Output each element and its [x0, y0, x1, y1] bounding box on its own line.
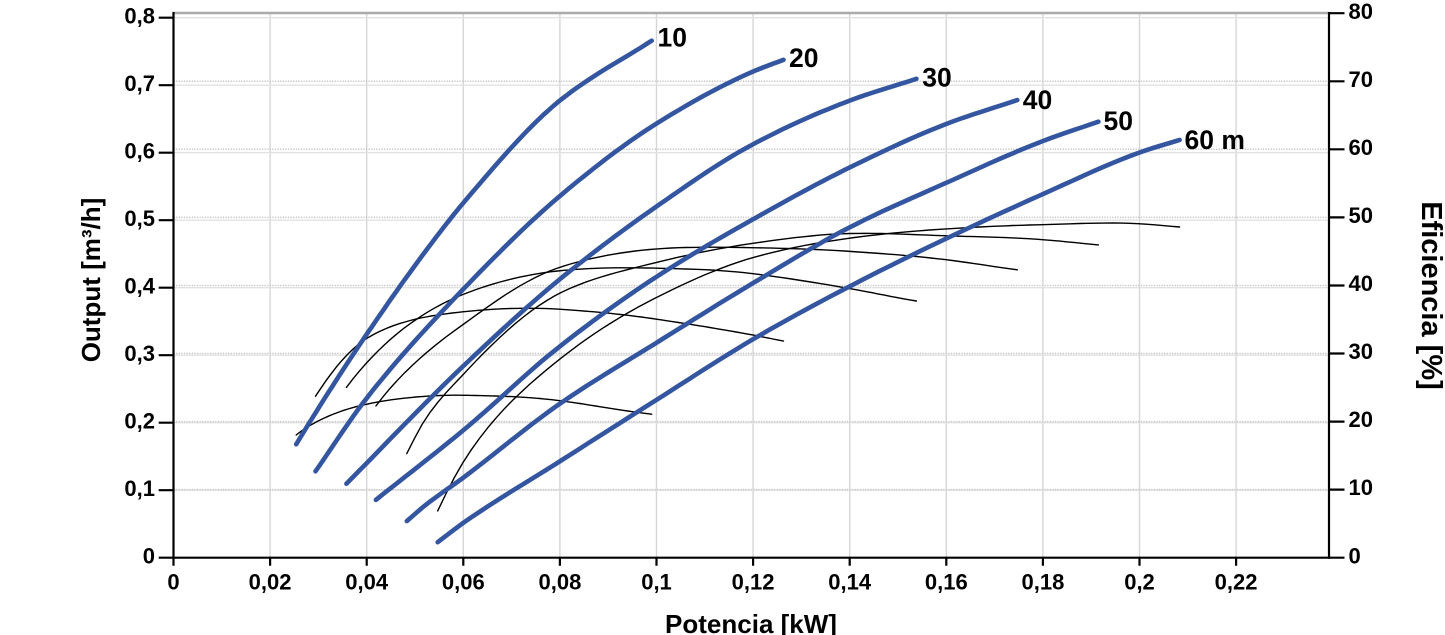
svg-text:0,8: 0,8 [124, 3, 155, 28]
svg-text:0,5: 0,5 [124, 206, 155, 231]
svg-text:Eficiencia [%]: Eficiencia [%] [1415, 201, 1445, 390]
svg-text:20: 20 [1349, 407, 1373, 432]
svg-text:0,3: 0,3 [124, 341, 155, 366]
svg-text:0,08: 0,08 [538, 570, 581, 595]
svg-text:0,1: 0,1 [641, 570, 672, 595]
svg-text:20: 20 [789, 43, 818, 73]
svg-text:10: 10 [1349, 475, 1373, 500]
svg-text:0,04: 0,04 [345, 570, 389, 595]
svg-text:50: 50 [1104, 106, 1133, 136]
svg-text:Output [m³/h]: Output [m³/h] [76, 198, 106, 363]
svg-text:50: 50 [1349, 203, 1373, 228]
svg-text:0: 0 [143, 543, 155, 568]
svg-text:0,6: 0,6 [124, 138, 155, 163]
svg-text:0,2: 0,2 [1124, 570, 1155, 595]
svg-text:60 m: 60 m [1185, 125, 1245, 155]
svg-text:0,4: 0,4 [124, 273, 155, 298]
svg-text:0,1: 0,1 [124, 476, 155, 501]
svg-text:40: 40 [1349, 271, 1373, 296]
svg-text:0,7: 0,7 [124, 71, 155, 96]
svg-text:40: 40 [1023, 85, 1052, 115]
svg-text:0: 0 [1349, 543, 1361, 568]
svg-text:0,18: 0,18 [1021, 570, 1064, 595]
svg-text:0,22: 0,22 [1215, 570, 1258, 595]
svg-text:30: 30 [922, 63, 951, 93]
svg-text:70: 70 [1349, 67, 1373, 92]
svg-text:80: 80 [1349, 0, 1373, 24]
svg-text:10: 10 [658, 23, 687, 53]
svg-text:0,02: 0,02 [249, 570, 292, 595]
svg-text:60: 60 [1349, 135, 1373, 160]
svg-text:0,16: 0,16 [925, 570, 968, 595]
svg-text:0,12: 0,12 [732, 570, 775, 595]
svg-text:0,14: 0,14 [828, 570, 872, 595]
svg-text:0,2: 0,2 [124, 408, 155, 433]
svg-text:Potencia [kW]: Potencia [kW] [665, 609, 837, 635]
svg-text:30: 30 [1349, 339, 1373, 364]
svg-text:0,06: 0,06 [442, 570, 485, 595]
svg-text:0: 0 [167, 570, 179, 595]
